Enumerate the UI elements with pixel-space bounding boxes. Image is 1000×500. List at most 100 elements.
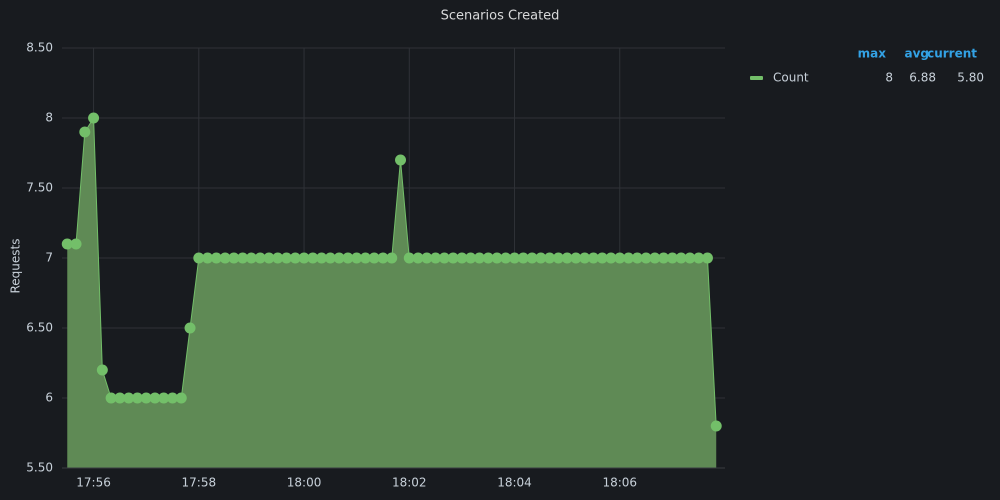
data-point [693,252,705,264]
data-point [210,252,222,264]
chart-title: Scenarios Created [441,9,560,24]
y-tick-label: 6.50 [26,321,53,335]
data-point [307,252,319,264]
data-point [710,420,722,432]
x-tick-label: 18:04 [497,476,532,490]
data-point [509,252,521,264]
data-point [605,252,617,264]
data-point [105,392,117,404]
data-point [596,252,608,264]
data-point [666,252,678,264]
legend-label: Count [773,71,809,85]
data-point [193,252,205,264]
data-point [202,252,214,264]
data-point [658,252,670,264]
y-tick-label: 5.50 [26,461,53,475]
data-point [131,392,143,404]
data-point [421,252,433,264]
data-point [298,252,310,264]
legend-header: current [927,47,977,61]
legend-stat: 5.80 [957,71,984,85]
data-point [140,392,152,404]
data-point [386,252,398,264]
data-point [552,252,564,264]
data-point [245,252,257,264]
data-point [614,252,626,264]
data-point [631,252,643,264]
data-point [368,252,380,264]
data-point [473,252,485,264]
area-fill [67,118,717,468]
data-point [447,252,459,264]
data-point [377,252,389,264]
data-point [316,252,328,264]
data-point [184,322,196,334]
data-point [70,238,82,250]
legend-header: max [858,47,887,61]
x-tick-label: 17:56 [76,476,111,490]
data-point [114,392,126,404]
data-point [570,252,582,264]
data-point [123,392,135,404]
data-point [167,392,178,404]
y-tick-label: 8.50 [26,41,53,55]
data-point [500,252,512,264]
data-point [430,252,442,264]
x-tick-label: 18:00 [287,476,322,490]
data-point [675,252,687,264]
data-point [237,252,249,264]
data-point [333,252,345,264]
y-tick-label: 8 [45,111,53,125]
data-point [395,154,407,166]
data-point [281,252,293,264]
data-point [272,252,284,264]
y-axis-label: Requests [9,239,23,294]
data-point [438,252,450,264]
data-point [623,252,635,264]
data-point [88,112,100,124]
data-point [79,126,91,138]
data-point [219,252,231,264]
data-point [149,392,161,404]
data-point [158,392,170,404]
y-tick-label: 7.50 [26,181,53,195]
x-tick-label: 18:02 [392,476,427,490]
data-point [587,252,599,264]
y-tick-label: 7 [45,251,53,265]
data-point [412,252,424,264]
data-point [579,252,591,264]
legend-stat: 8 [885,71,893,85]
y-tick-label: 6 [45,391,53,405]
data-point [96,364,108,376]
data-point [640,252,652,264]
data-point [263,252,275,264]
data-point [544,252,556,264]
data-point [175,392,187,404]
data-point [649,252,661,264]
data-point [254,252,266,264]
data-point [342,252,354,264]
data-point [359,252,371,264]
data-point [456,252,468,264]
data-point [491,252,503,264]
data-point [561,252,573,264]
data-point [684,252,696,264]
x-tick-label: 17:58 [182,476,217,490]
data-point [403,252,415,264]
legend-header: avg [904,47,929,61]
data-point [289,252,301,264]
data-point [465,252,477,264]
legend-swatch [750,76,763,80]
legend-stat: 6.88 [909,71,936,85]
data-point [351,252,363,264]
data-point [482,252,494,264]
data-point [61,238,73,250]
data-point [701,252,713,264]
data-point [228,252,240,264]
data-point [535,252,547,264]
data-point [324,252,336,264]
data-point [526,252,538,264]
data-point [517,252,529,264]
